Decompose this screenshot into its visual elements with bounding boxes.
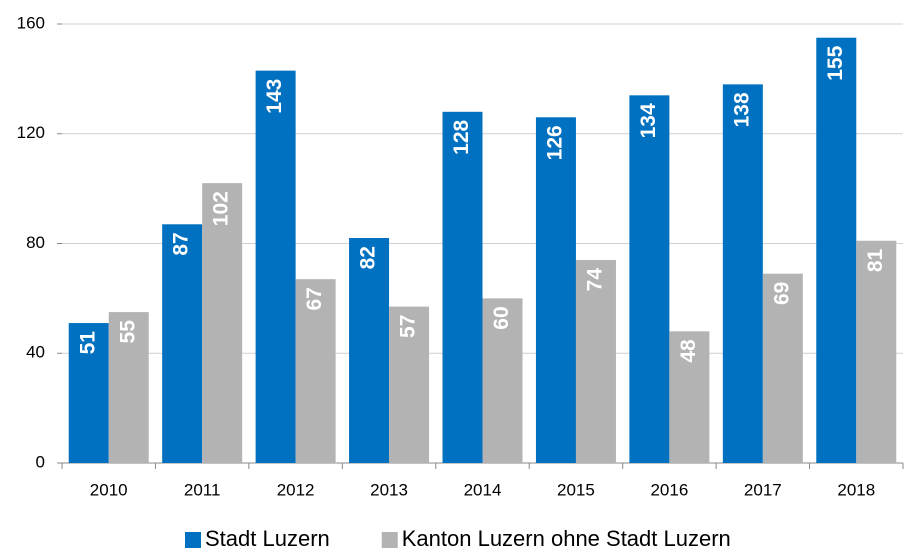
bar	[722, 84, 763, 464]
bar	[816, 37, 857, 463]
x-tick-label: 2010	[90, 480, 128, 499]
value-label: 60	[490, 306, 513, 329]
value-label: 126	[543, 125, 566, 160]
x-tick-label: 2012	[277, 480, 315, 499]
bar	[629, 95, 670, 464]
bar	[535, 117, 576, 463]
legend-swatch	[185, 532, 201, 548]
value-label: 69	[770, 282, 793, 305]
bar	[295, 279, 336, 463]
bar	[389, 306, 430, 463]
bar	[349, 238, 390, 463]
value-label: 102	[210, 191, 233, 226]
x-tick-label: 2017	[744, 480, 782, 499]
value-label: 143	[263, 79, 286, 114]
value-label: 87	[170, 232, 193, 255]
value-label: 81	[864, 248, 887, 272]
bar	[762, 273, 803, 463]
bar	[669, 331, 710, 463]
value-label: 134	[637, 103, 660, 138]
value-label: 128	[450, 119, 473, 154]
value-label: 74	[583, 268, 606, 292]
y-tick-label: 160	[17, 13, 45, 32]
value-label: 57	[397, 315, 420, 338]
bar	[202, 183, 243, 463]
y-tick-label: 40	[26, 343, 45, 362]
value-label: 82	[357, 246, 380, 269]
bar	[442, 111, 483, 464]
value-label: 138	[730, 92, 753, 127]
value-label: 48	[677, 339, 700, 363]
bar	[162, 224, 203, 463]
value-label: 55	[116, 320, 139, 344]
value-label: 67	[303, 287, 326, 310]
value-label: 51	[76, 331, 99, 355]
value-label: 155	[824, 45, 847, 80]
bar	[255, 70, 296, 464]
y-tick-label: 120	[17, 123, 45, 142]
legend-label: Kanton Luzern ohne Stadt Luzern	[402, 526, 731, 551]
x-tick-label: 2014	[464, 480, 502, 499]
bar	[68, 323, 109, 463]
legend-label: Stadt Luzern	[205, 526, 330, 551]
y-tick-label: 80	[26, 233, 45, 252]
bar	[482, 298, 523, 463]
x-tick-label: 2018	[837, 480, 875, 499]
legend-swatch	[381, 532, 398, 548]
x-tick-label: 2015	[557, 480, 595, 499]
y-tick-label: 0	[36, 452, 45, 471]
bar	[856, 240, 897, 463]
x-tick-label: 2011	[184, 480, 221, 499]
x-tick-label: 2013	[370, 480, 408, 499]
bar	[108, 312, 149, 463]
bar	[575, 259, 616, 463]
x-tick-label: 2016	[650, 480, 688, 499]
